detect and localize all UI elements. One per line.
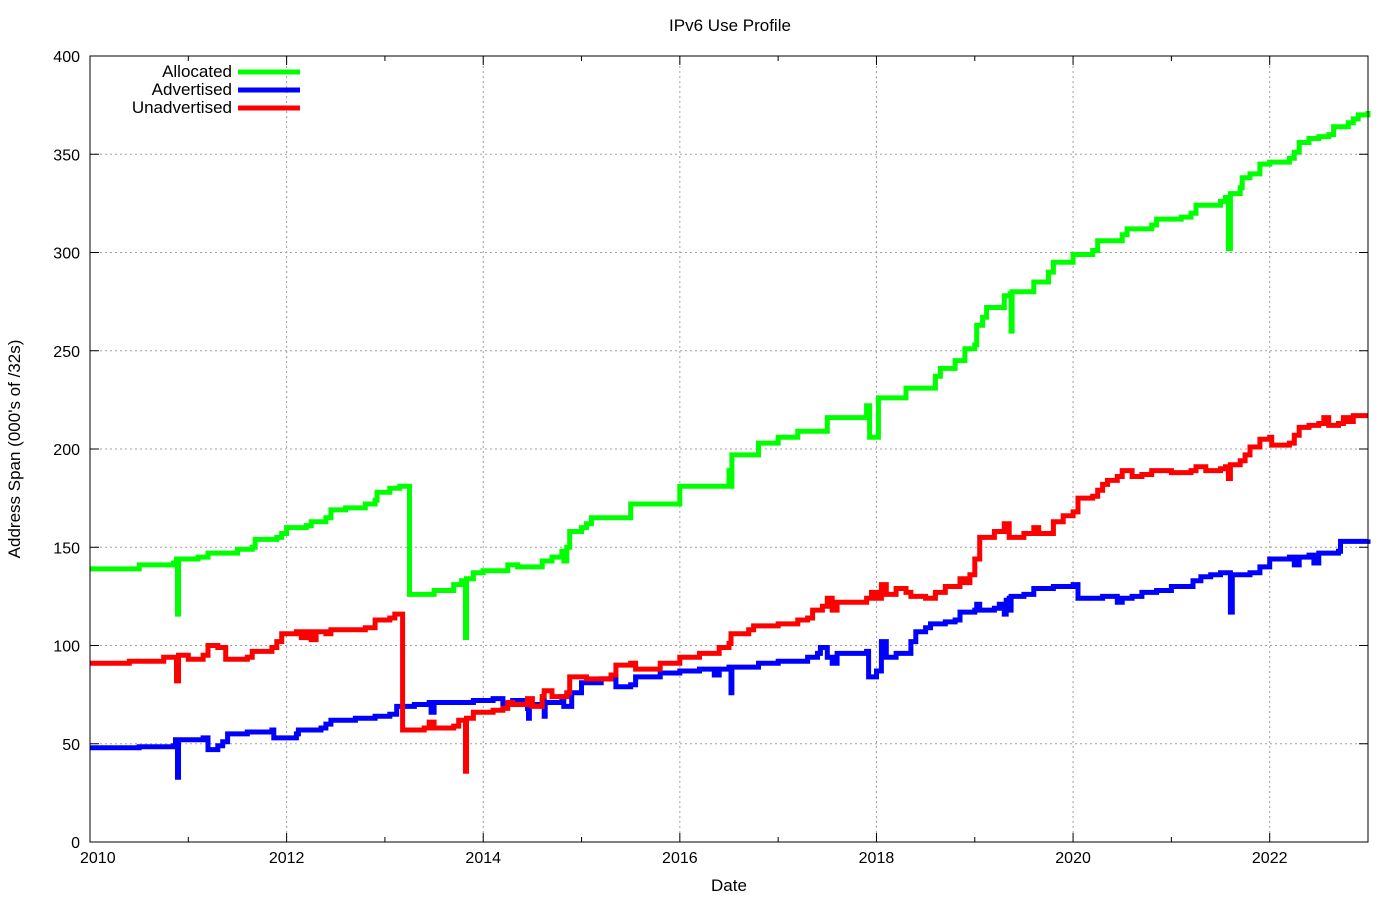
y-tick-label: 100 [53,639,80,656]
x-tick-label: 2020 [1055,850,1091,867]
y-tick-label: 250 [53,344,80,361]
legend-label: Allocated [162,62,232,81]
legend-label: Unadvertised [132,98,232,117]
x-axis: 2010 2012 2014 2016 2018 2020 2022 [80,56,1288,867]
y-axis: 0 50 100 150 200 250 300 350 400 [53,49,1368,852]
y-tick-label: 350 [53,147,80,164]
y-axis-title: Address Span (000's of /32s) [5,340,24,559]
legend-label: Advertised [152,80,232,99]
y-tick-label: 50 [62,737,80,754]
x-tick-label: 2012 [269,850,305,867]
x-axis-title: Date [711,876,747,895]
y-tick-label: 200 [53,442,80,459]
series-line-allocated [90,111,1371,641]
grid-lines [90,56,1368,842]
x-tick-label: 2018 [859,850,895,867]
x-tick-label: 2016 [662,850,698,867]
x-tick-label: 2022 [1252,850,1288,867]
series-line-unadvertised [90,413,1368,774]
series-line-advertised [90,538,1371,780]
series-layer [90,111,1371,780]
y-tick-label: 400 [53,49,80,66]
chart-title: IPv6 Use Profile [669,16,791,35]
y-tick-label: 0 [71,835,80,852]
y-tick-label: 150 [53,540,80,557]
x-tick-label: 2014 [465,850,501,867]
y-tick-label: 300 [53,246,80,263]
x-tick-label: 2010 [80,850,116,867]
